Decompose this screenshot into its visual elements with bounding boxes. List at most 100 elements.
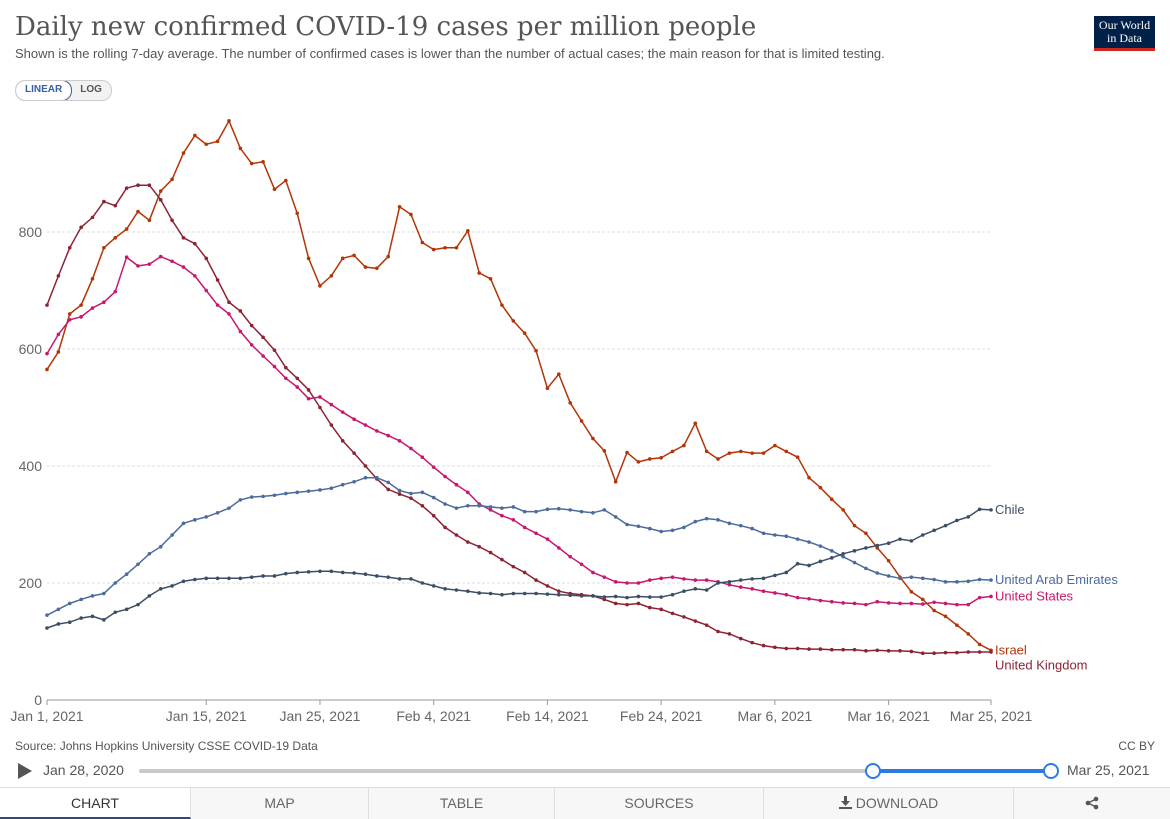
data-point [522,509,527,514]
series-label[interactable]: Israel [995,642,1027,657]
data-point [943,614,948,619]
data-point [659,595,663,599]
tab-table[interactable]: TABLE [369,788,555,819]
data-point [727,451,732,455]
data-point [716,581,720,585]
timeline[interactable]: Jan 28, 2020 Mar 25, 2021 [0,758,1170,784]
data-point [659,607,663,612]
tab-sources[interactable]: SOURCES [555,788,764,819]
data-point [943,601,948,606]
tab-download[interactable]: DOWNLOAD [764,788,1014,819]
data-point [966,650,971,654]
series-united-arab-emirates[interactable] [45,475,993,617]
data-point [409,577,413,581]
data-point [773,443,777,448]
series-line[interactable] [46,184,991,654]
tab-chart[interactable]: CHART [0,788,191,819]
data-point [659,456,663,460]
data-point [943,523,948,528]
data-point [636,594,641,599]
data-point [136,183,140,187]
data-point [511,564,516,569]
data-point [113,203,118,208]
license-label[interactable]: CC BY [1118,739,1155,753]
data-point [102,199,106,204]
data-point [898,649,902,653]
timeline-start-handle[interactable] [865,763,882,779]
owid-logo[interactable]: Our World in Data [1094,16,1155,51]
tab-share[interactable] [1014,788,1170,819]
scale-toggle[interactable]: LINEAR LOG [15,80,112,101]
data-point [158,254,163,259]
data-point [568,401,572,405]
data-point [841,601,845,605]
data-point [454,245,459,250]
data-point [534,509,538,514]
data-point [875,648,880,653]
series-chile[interactable] [45,507,993,630]
data-point [943,580,948,584]
x-tick-label: Jan 15, 2021 [166,708,247,724]
timeline-track[interactable] [139,769,1051,773]
timeline-selected-range [873,769,1051,773]
data-point [647,578,652,582]
series-label[interactable]: United States [995,588,1074,603]
linear-scale-button[interactable]: LINEAR [15,81,73,100]
data-point [955,518,959,523]
timeline-end-handle[interactable] [1043,763,1059,779]
data-point [466,540,470,544]
data-point [864,602,868,607]
data-point [352,571,356,575]
data-point [227,312,231,316]
data-point [955,650,959,655]
data-point [284,571,288,576]
tab-map[interactable]: MAP [191,788,369,819]
data-point [45,303,49,307]
series-label[interactable]: Chile [995,502,1025,517]
data-point [272,364,277,369]
data-point [579,594,584,598]
data-point [568,593,572,598]
data-point [238,309,243,313]
data-point [318,284,322,288]
data-point [386,433,391,438]
share-icon [1085,796,1099,810]
series-united-states[interactable] [45,254,993,607]
data-point [693,421,698,426]
source-note[interactable]: Source: Johns Hopkins University CSSE CO… [15,739,318,753]
series-united-kingdom[interactable] [45,183,993,655]
data-point [113,236,118,240]
data-point [898,576,902,581]
data-point [795,595,800,600]
series-line[interactable] [46,508,992,629]
data-point [602,595,607,599]
data-point [773,533,777,537]
data-point [420,240,425,245]
series-label[interactable]: United Kingdom [995,657,1088,672]
data-point [397,205,402,209]
data-point [261,574,265,578]
log-scale-button[interactable]: LOG [80,84,102,95]
data-point [306,388,311,392]
data-point [738,578,743,582]
series-israel[interactable] [45,119,993,653]
data-point [932,608,936,613]
data-point [500,506,504,510]
data-point [249,323,254,328]
data-point [181,579,186,584]
data-point [625,581,629,585]
data-point [625,450,629,455]
data-point [56,332,61,337]
data-point [682,589,686,593]
play-icon[interactable] [18,763,32,779]
series-line[interactable] [46,119,992,651]
data-point [898,601,902,606]
y-tick-label: 800 [19,224,43,240]
data-point [409,446,413,451]
data-point [932,528,936,533]
data-point [989,508,993,512]
data-point [761,576,766,581]
series-label[interactable]: United Arab Emirates [995,572,1118,587]
series-line[interactable] [46,255,992,606]
series-line[interactable] [46,476,992,616]
